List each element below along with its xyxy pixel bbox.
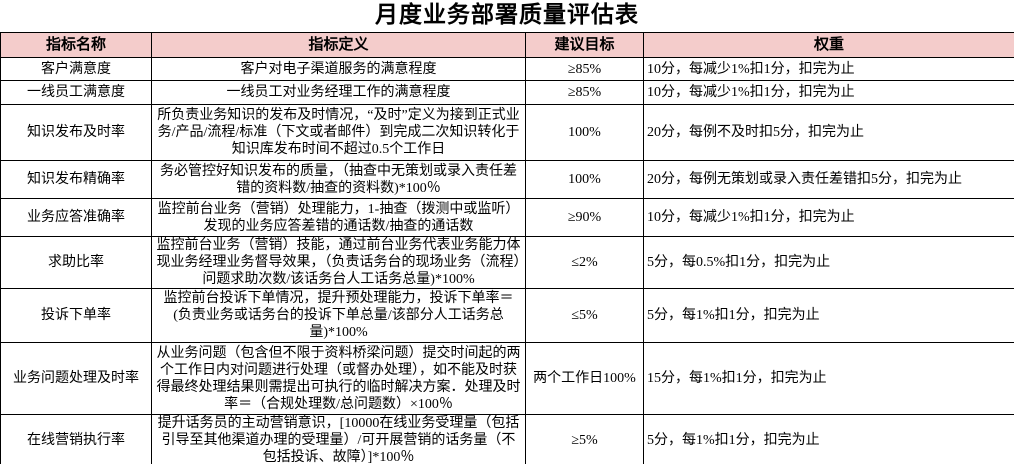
definition-cell[interactable]: 客户对电子渠道服务的满意程度 (151, 57, 526, 81)
indicator-name-cell[interactable]: 业务应答准确率 (0, 198, 152, 237)
target-cell[interactable]: ≥85% (525, 57, 644, 81)
definition-cell[interactable]: 监控前台业务（营销）技能，通过前台业务代表业务能力体现业务经理业务督导效果，（负… (151, 236, 526, 289)
target-cell[interactable]: ≥85% (525, 80, 644, 105)
header-row: 指标名称 指标定义 建议目标 权重 (0, 32, 1014, 58)
target-cell[interactable]: 两个工作日100% (525, 342, 644, 415)
definition-cell[interactable]: 监控前台投诉下单情况，提升预处理能力，投诉下单率＝(负责业务或话务台的投诉下单总… (151, 288, 526, 343)
target-cell[interactable]: ≥5% (525, 414, 644, 464)
indicator-name-cell[interactable]: 知识发布及时率 (0, 104, 152, 161)
table-header: 指标名称 指标定义 建议目标 权重 (0, 32, 1014, 58)
weight-cell[interactable]: 10分，每减少1%扣1分，扣完为止 (643, 198, 1014, 237)
header-indicator-name[interactable]: 指标名称 (0, 32, 152, 58)
table-row: 投诉下单率 监控前台投诉下单情况，提升预处理能力，投诉下单率＝(负责业务或话务台的… (0, 288, 1014, 343)
table-row: 业务问题处理及时率 从业务问题（包含但不限于资料桥梁问题）提交时间起的两个工作日内… (0, 342, 1014, 415)
header-suggested-target[interactable]: 建议目标 (525, 32, 644, 58)
indicator-name-cell[interactable]: 求助比率 (0, 236, 152, 289)
target-cell[interactable]: ≤5% (525, 288, 644, 343)
table-row: 一线员工满意度 一线员工对业务经理工作的满意程度 ≥85% 10分，每减少1%扣1分，… (0, 80, 1014, 105)
definition-cell[interactable]: 提升话务员的主动营销意识，[10000在线业务受理量（包括引导至其他渠道办理的受… (151, 414, 526, 464)
table-row: 知识发布及时率 所负责业务知识的发布及时情况，“及时”定义为接到正式业务/产品/流… (0, 104, 1014, 161)
table-row: 客户满意度 客户对电子渠道服务的满意程度 ≥85% 10分，每减少1%扣1分，扣完为止 (0, 57, 1014, 81)
table-row: 业务应答准确率 监控前台业务（营销）处理能力，1-抽查（拨测中或监听）发现的业务应… (0, 198, 1014, 237)
definition-cell[interactable]: 一线员工对业务经理工作的满意程度 (151, 80, 526, 105)
weight-cell[interactable]: 10分，每减少1%扣1分，扣完为止 (643, 80, 1014, 105)
definition-cell[interactable]: 所负责业务知识的发布及时情况，“及时”定义为接到正式业务/产品/流程/标准（下文… (151, 104, 526, 161)
indicator-name-cell[interactable]: 业务问题处理及时率 (0, 342, 152, 415)
definition-cell[interactable]: 从业务问题（包含但不限于资料桥梁问题）提交时间起的两个工作日内对问题进行处理（或… (151, 342, 526, 415)
definition-cell[interactable]: 监控前台业务（营销）处理能力，1-抽查（拨测中或监听）发现的业务应答差错的通话数… (151, 198, 526, 237)
header-indicator-definition[interactable]: 指标定义 (151, 32, 526, 58)
target-cell[interactable]: ≤2% (525, 236, 644, 289)
weight-cell[interactable]: 15分，每1%扣1分，扣完为止 (643, 342, 1014, 415)
indicator-name-cell[interactable]: 知识发布精确率 (0, 160, 152, 199)
weight-cell[interactable]: 5分，每1%扣1分，扣完为止 (643, 414, 1014, 464)
table-row: 知识发布精确率 务必管控好知识发布的质量，（抽查中无策划或录入责任差错的资料数/抽… (0, 160, 1014, 199)
indicator-name-cell[interactable]: 一线员工满意度 (0, 80, 152, 105)
weight-cell[interactable]: 20分，每例不及时扣5分，扣完为止 (643, 104, 1014, 161)
page-title: 月度业务部署质量评估表 (375, 2, 639, 27)
weight-cell[interactable]: 5分，每0.5%扣1分，扣完为止 (643, 236, 1014, 289)
weight-cell[interactable]: 20分，每例无策划或录入责任差错扣5分，扣完为止 (643, 160, 1014, 199)
table-row: 求助比率 监控前台业务（营销）技能，通过前台业务代表业务能力体现业务经理业务督导效… (0, 236, 1014, 289)
definition-cell[interactable]: 务必管控好知识发布的质量，（抽查中无策划或录入责任差错的资料数/抽查的资料数)*… (151, 160, 526, 199)
indicator-name-cell[interactable]: 客户满意度 (0, 57, 152, 81)
table-row: 在线营销执行率 提升话务员的主动营销意识，[10000在线业务受理量（包括引导至其… (0, 414, 1014, 464)
target-cell[interactable]: 100% (525, 160, 644, 199)
weight-cell[interactable]: 10分，每减少1%扣1分，扣完为止 (643, 57, 1014, 81)
evaluation-table: 指标名称 指标定义 建议目标 权重 客户满意度 客户对电子渠道服务的满意程度 ≥85… (0, 32, 1014, 464)
header-weight[interactable]: 权重 (643, 32, 1014, 58)
indicator-name-cell[interactable]: 在线营销执行率 (0, 414, 152, 464)
indicator-name-cell[interactable]: 投诉下单率 (0, 288, 152, 343)
weight-cell[interactable]: 5分，每1%扣1分，扣完为止 (643, 288, 1014, 343)
table-body: 客户满意度 客户对电子渠道服务的满意程度 ≥85% 10分，每减少1%扣1分，扣完为止… (0, 57, 1014, 464)
target-cell[interactable]: ≥90% (525, 198, 644, 237)
target-cell[interactable]: 100% (525, 104, 644, 161)
